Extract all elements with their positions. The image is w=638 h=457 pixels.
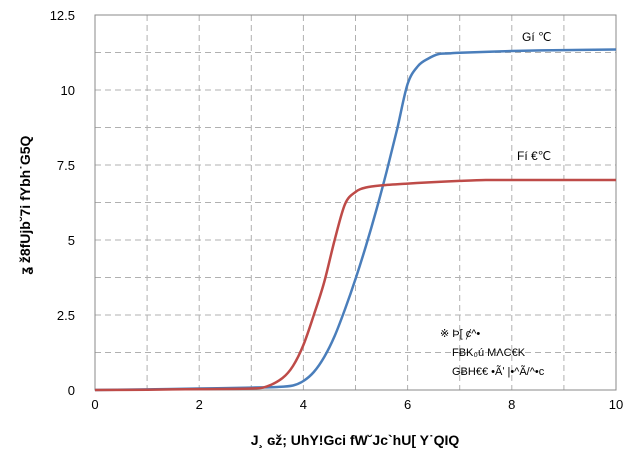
grid-lines: [95, 15, 616, 390]
y-tick-label: 7.5: [57, 158, 75, 173]
y-tick-label: 10: [61, 83, 75, 98]
plot-area-border: [94, 14, 617, 391]
x-tick-label: 2: [196, 397, 203, 412]
x-tick-label: 8: [508, 397, 515, 412]
y-tick-label: 5: [68, 233, 75, 248]
y-tick-label: 12.5: [50, 8, 75, 23]
x-tick-label: 6: [404, 397, 411, 412]
series-line-2: [94, 178, 616, 392]
note-line-2: FɃK₀ú MɅC€K: [452, 347, 526, 359]
note-line-1: ※ Þ[ ȼ^•: [440, 328, 480, 340]
y-axis-title: ʓ ž8fUjb˘7i fYbh˙G5Q: [17, 135, 33, 274]
tick-labels: 0 2 4 6 8 10 0 2.5 5 7.5 10 12.5: [50, 8, 624, 412]
note-line-3: GɃH€€ •Ãʹ |•^Ã/^•c: [452, 365, 545, 378]
series-label-1: Gí ℃: [522, 30, 551, 44]
series-label-2: Fí €℃: [517, 149, 551, 163]
series-line-1: [94, 48, 617, 392]
annotation-note: ※ Þ[ ȼ^• FɃK₀ú MɅC€K GɃH€€ •Ãʹ |•^Ã/^•c: [440, 328, 545, 378]
series-lines: [94, 48, 617, 392]
x-tick-label: 10: [609, 397, 623, 412]
y-tick-label: 2.5: [57, 308, 75, 323]
y-tick-label: 0: [68, 383, 75, 398]
x-tick-label: 4: [300, 397, 307, 412]
x-tick-label: 0: [91, 397, 98, 412]
x-axis-title: J¸ ɢž; UhY!Gci fW˘Jc`hU[ Y˙QIQ: [251, 432, 460, 448]
